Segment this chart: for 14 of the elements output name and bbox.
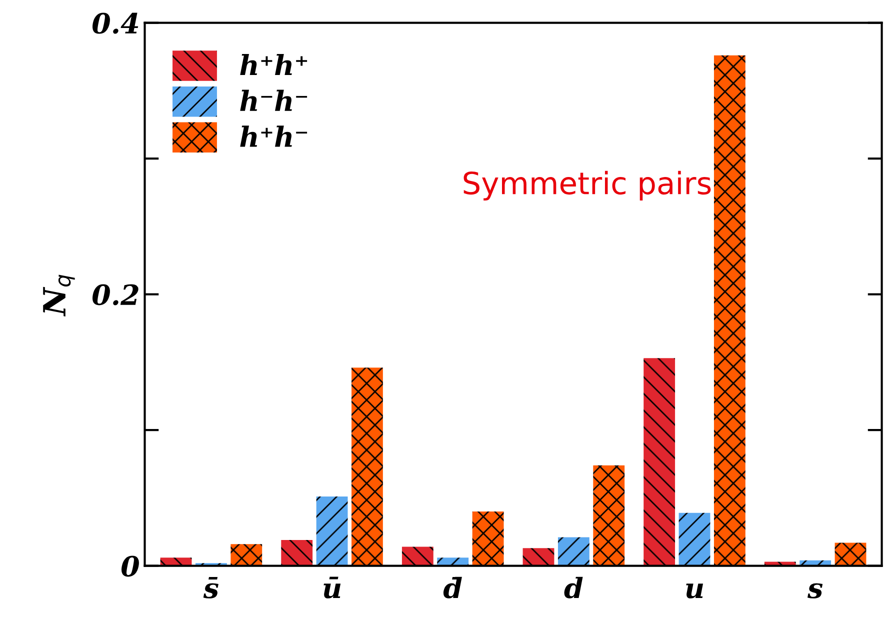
x-tick-label: s <box>807 583 823 598</box>
y-axis-title: N$_{q}$ <box>43 274 75 317</box>
x-tick-label: d̄ <box>443 576 462 598</box>
y-tick-label: 0.2 <box>92 284 138 306</box>
x-tick-label: d <box>564 576 583 598</box>
y-tick-label: 0.4 <box>92 12 138 34</box>
annotation: Symmetric pairs <box>464 170 711 201</box>
legend-label: h⁻h⁻ <box>240 90 308 111</box>
legend-label: h⁺h⁻ <box>240 126 308 147</box>
x-tick-label: ū <box>324 576 341 598</box>
x-tick-label: u <box>686 584 704 598</box>
legend-label: h⁺h⁺ <box>240 54 308 76</box>
x-tick-label: s̄ <box>203 577 218 598</box>
y-tick-label: 0 <box>121 556 139 577</box>
